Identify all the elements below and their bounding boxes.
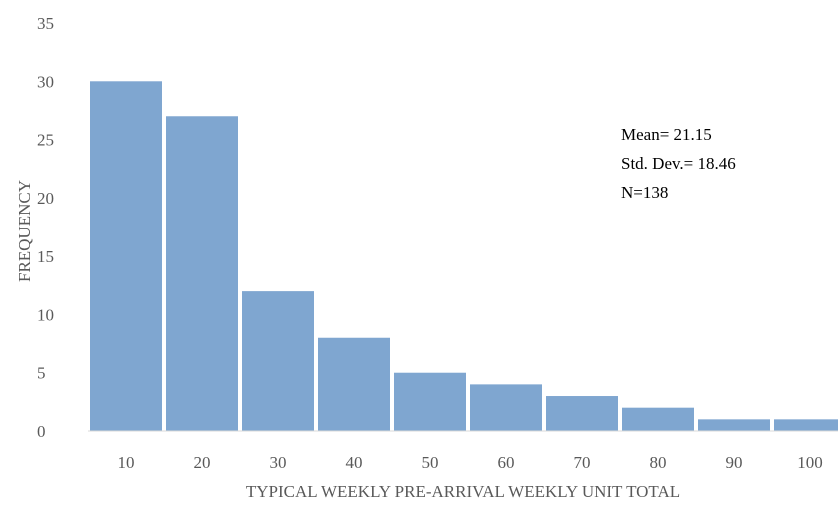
bars-group [90, 81, 838, 432]
x-axis-ticks: 10 20 30 40 50 60 70 80 90 100 [118, 453, 823, 472]
x-tick-label: 20 [194, 453, 211, 472]
bar-40 [318, 337, 390, 431]
y-axis-ticks: 0 5 10 15 20 25 30 35 [37, 14, 54, 441]
bar-60 [470, 384, 542, 431]
x-tick-label: 90 [726, 453, 743, 472]
x-tick-label: 10 [118, 453, 135, 472]
bar-70 [546, 396, 618, 431]
x-axis-title: TYPICAL WEEKLY PRE-ARRIVAL WEEKLY UNIT T… [246, 482, 680, 501]
y-tick-label: 35 [37, 14, 54, 33]
x-tick-label: 60 [498, 453, 515, 472]
y-tick-label: 15 [37, 247, 54, 266]
x-tick-label: 80 [650, 453, 667, 472]
y-tick-label: 5 [37, 364, 46, 383]
x-tick-label: 100 [797, 453, 823, 472]
x-tick-label: 40 [346, 453, 363, 472]
bar-90 [698, 419, 770, 431]
n-annotation: N=138 [621, 183, 668, 202]
x-tick-label: 50 [422, 453, 439, 472]
bar-80 [622, 407, 694, 431]
y-tick-label: 20 [37, 189, 54, 208]
y-tick-label: 25 [37, 131, 54, 150]
x-tick-label: 30 [270, 453, 287, 472]
bar-20 [166, 116, 238, 431]
y-tick-label: 10 [37, 305, 54, 324]
bar-30 [242, 291, 314, 431]
x-tick-label: 70 [574, 453, 591, 472]
bar-50 [394, 372, 466, 431]
y-axis-title: FREQUENCY [15, 180, 34, 282]
bar-10 [90, 81, 162, 432]
std-dev-annotation: Std. Dev.= 18.46 [621, 154, 736, 173]
stats-annotation: Mean= 21.15 Std. Dev.= 18.46 N=138 [621, 125, 736, 202]
bar-100 [774, 419, 838, 431]
y-tick-label: 30 [37, 72, 54, 91]
mean-annotation: Mean= 21.15 [621, 125, 712, 144]
y-tick-label: 0 [37, 422, 46, 441]
